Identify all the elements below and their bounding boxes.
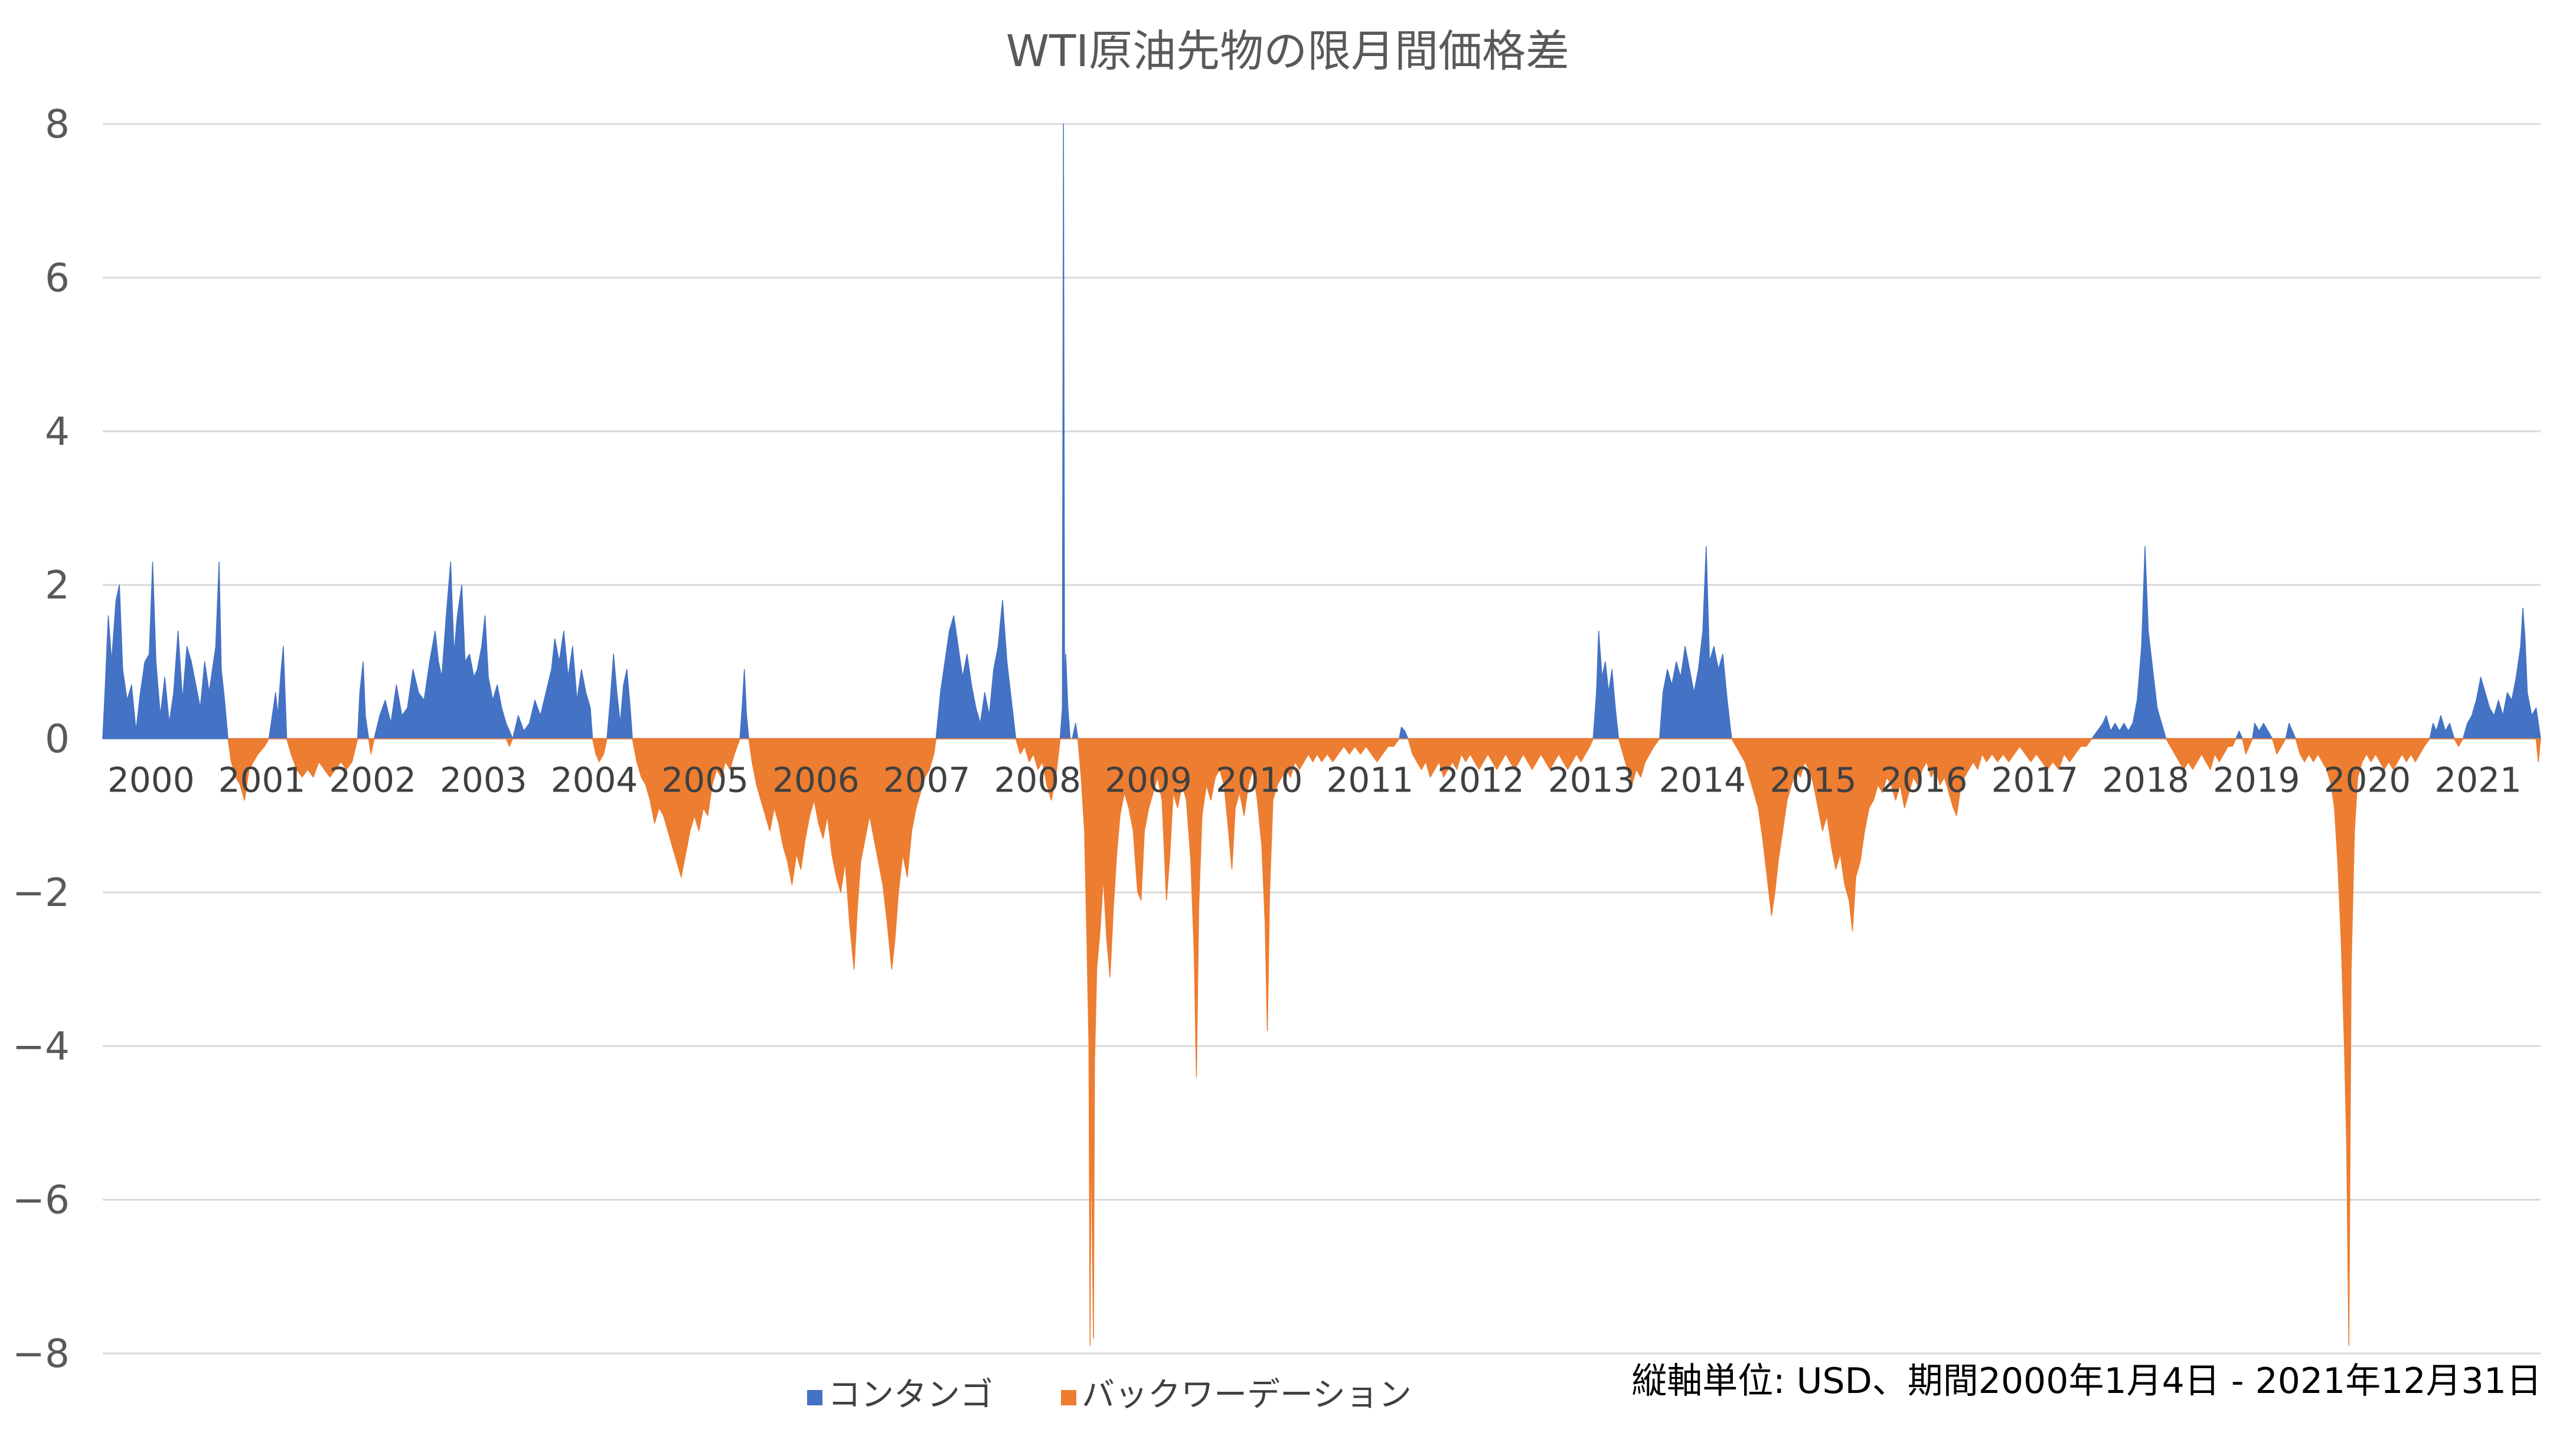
year-label-2009: 2009 <box>1105 760 1192 800</box>
year-label-2019: 2019 <box>2213 760 2300 800</box>
year-label-2014: 2014 <box>1659 760 1746 800</box>
y-tick-label-8: −8 <box>12 1331 70 1376</box>
year-label-2017: 2017 <box>1991 760 2079 800</box>
y-tick-label-4: 0 <box>45 717 70 762</box>
y-tick-label-6: −4 <box>12 1023 70 1069</box>
legend-swatch-backwardation <box>1061 1390 1076 1405</box>
year-label-2006: 2006 <box>772 760 860 800</box>
area-series-1 <box>227 738 2541 1346</box>
year-label-2002: 2002 <box>329 760 416 800</box>
year-label-2003: 2003 <box>440 760 527 800</box>
legend: コンタンゴ バックワーデーション <box>807 1376 1412 1414</box>
area-series <box>102 123 2541 1346</box>
y-tick-label-2: 4 <box>45 409 70 454</box>
unit-period-note: 縦軸単位: USD、期間2000年1月4日 - 2021年12月31日 <box>1631 1360 2542 1402</box>
year-label-2015: 2015 <box>1769 760 1857 800</box>
y-tick-label-0: 8 <box>45 102 70 147</box>
year-label-2018: 2018 <box>2102 760 2189 800</box>
legend-label-contango: コンタンゴ <box>828 1376 993 1414</box>
y-tick-label-3: 2 <box>45 562 70 608</box>
y-axis-ticks: 8 6 4 2 0 −2 −4 −6 −8 <box>12 102 70 1376</box>
chart-title: WTI原油先物の限月間価格差 <box>1006 26 1569 77</box>
year-label-2020: 2020 <box>2324 760 2411 800</box>
year-label-2013: 2013 <box>1548 760 1635 800</box>
year-label-2012: 2012 <box>1437 760 1524 800</box>
year-label-2005: 2005 <box>661 760 749 800</box>
year-label-2007: 2007 <box>883 760 971 800</box>
legend-swatch-contango <box>807 1390 822 1405</box>
y-tick-label-5: −2 <box>12 870 70 915</box>
year-label-2021: 2021 <box>2434 760 2522 800</box>
year-label-2010: 2010 <box>1216 760 1303 800</box>
year-label-2004: 2004 <box>551 760 638 800</box>
year-label-2011: 2011 <box>1327 760 1414 800</box>
year-label-2008: 2008 <box>994 760 1081 800</box>
x-axis-year-labels: 2000 2001 2002 2003 2004 2005 2006 2007 2008 2009… <box>107 760 2522 800</box>
y-tick-label-7: −6 <box>12 1178 70 1223</box>
year-label-2016: 2016 <box>1880 760 1968 800</box>
year-label-2001: 2001 <box>218 760 306 800</box>
legend-label-backwardation: バックワーデーション <box>1082 1376 1412 1414</box>
year-label-2000: 2000 <box>107 760 195 800</box>
y-tick-label-1: 6 <box>45 255 70 300</box>
